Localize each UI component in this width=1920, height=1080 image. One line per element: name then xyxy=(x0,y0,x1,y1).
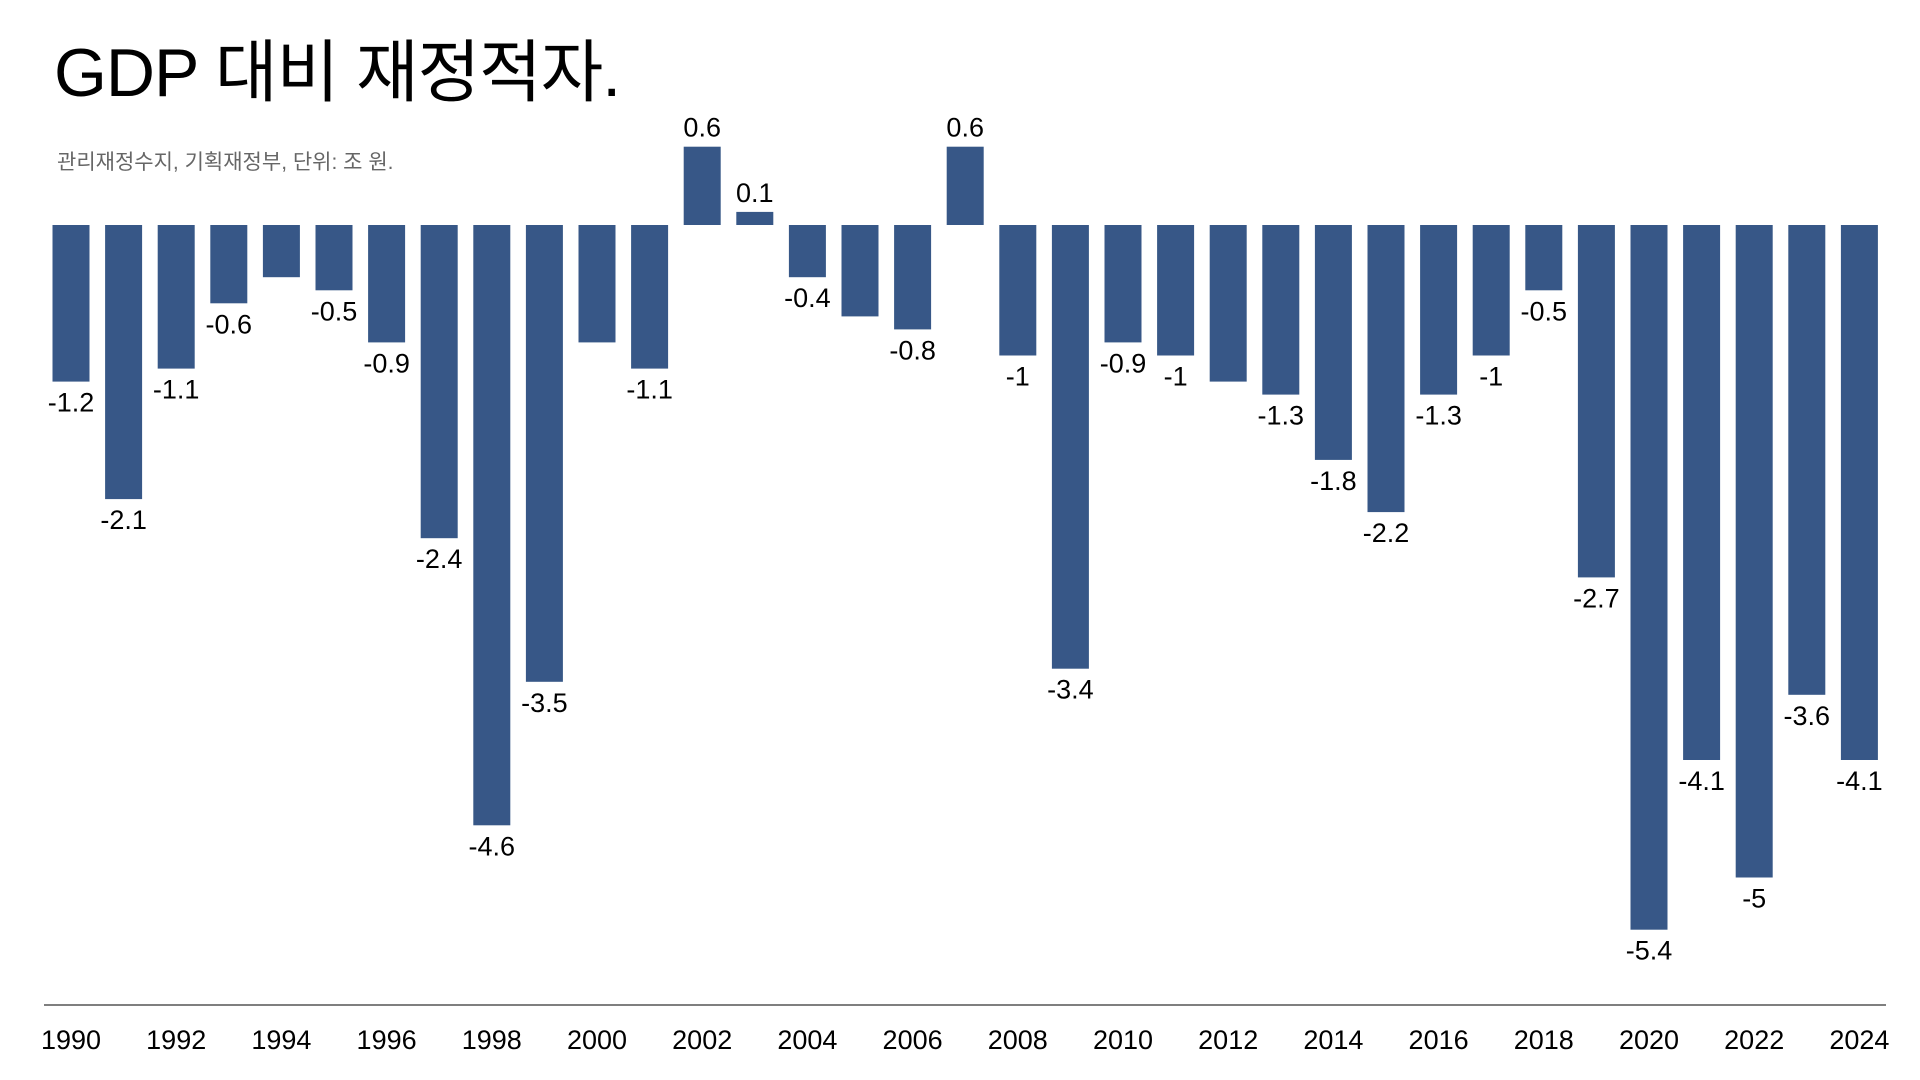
value-label-2017: -1 xyxy=(1479,362,1503,392)
value-label-2024: -4.1 xyxy=(1836,766,1883,796)
bar-2021 xyxy=(1683,225,1721,760)
value-label-2016: -1.3 xyxy=(1415,401,1462,431)
value-label-2009: -3.4 xyxy=(1047,675,1094,705)
value-label-2013: -1.3 xyxy=(1258,401,1305,431)
x-tick-2024: 2024 xyxy=(1829,1025,1889,1055)
x-tick-2012: 2012 xyxy=(1198,1025,1258,1055)
value-label-1996: -0.9 xyxy=(363,348,410,378)
value-label-2022: -5 xyxy=(1742,884,1766,914)
value-labels-group: -1.2-2.1-1.1-0.6 -0.5-0.9-2.4-4.6-3.5-1.1… xyxy=(48,113,1883,966)
bars-group xyxy=(52,146,1878,930)
value-label-2019: -2.7 xyxy=(1573,583,1620,613)
x-tick-2004: 2004 xyxy=(777,1025,837,1055)
value-label-1995: -0.5 xyxy=(311,296,358,326)
value-label-1992: -1.1 xyxy=(153,375,200,405)
bar-2003 xyxy=(736,211,774,225)
value-label-2004: -0.4 xyxy=(784,283,831,313)
value-label-1998: -4.6 xyxy=(469,831,516,861)
bar-2009 xyxy=(1051,225,1089,669)
x-tick-2018: 2018 xyxy=(1514,1025,1574,1055)
value-label-1991: -2.1 xyxy=(100,505,147,535)
x-tick-2016: 2016 xyxy=(1409,1025,1469,1055)
bar-1998 xyxy=(473,225,511,826)
bar-1990 xyxy=(52,225,90,382)
value-label-2023: -3.6 xyxy=(1784,701,1831,731)
value-label-2010: -0.9 xyxy=(1100,348,1147,378)
value-label-2011: -1 xyxy=(1164,362,1188,392)
bar-1992 xyxy=(157,225,195,369)
x-tick-1990: 1990 xyxy=(41,1025,101,1055)
bar-1997 xyxy=(420,225,458,539)
bar-2024 xyxy=(1840,225,1878,760)
x-tick-labels-group: 1990 1992 1994 1996 1998 2000 2002 2004 2006 2008… xyxy=(41,1025,1889,1055)
bar-2019 xyxy=(1577,225,1615,578)
bar-2013 xyxy=(1262,225,1300,395)
value-label-2002: 0.6 xyxy=(683,113,721,143)
x-tick-2010: 2010 xyxy=(1093,1025,1153,1055)
value-label-1999: -3.5 xyxy=(521,688,568,718)
chart-title: GDP 대비 재정적자. xyxy=(54,35,621,111)
x-tick-1998: 1998 xyxy=(462,1025,522,1055)
bar-2000 xyxy=(578,225,616,343)
value-label-2021: -4.1 xyxy=(1678,766,1725,796)
bar-1991 xyxy=(105,225,143,500)
bar-2018 xyxy=(1525,225,1563,291)
bar-2007 xyxy=(946,146,984,225)
value-label-1990: -1.2 xyxy=(48,388,95,418)
bar-2010 xyxy=(1104,225,1142,343)
value-label-2020: -5.4 xyxy=(1626,936,1673,966)
value-label-2006: -0.8 xyxy=(889,335,936,365)
bar-2017 xyxy=(1472,225,1510,356)
x-tick-1992: 1992 xyxy=(146,1025,206,1055)
value-label-1993: -0.6 xyxy=(206,309,253,339)
bar-1994 xyxy=(262,225,300,278)
x-tick-2008: 2008 xyxy=(988,1025,1048,1055)
x-tick-1994: 1994 xyxy=(251,1025,311,1055)
bar-2011 xyxy=(1157,225,1195,356)
bar-2014 xyxy=(1314,225,1352,460)
bar-2023 xyxy=(1788,225,1826,695)
bar-2004 xyxy=(788,225,826,278)
value-label-2014: -1.8 xyxy=(1310,466,1357,496)
value-label-2015: -2.2 xyxy=(1363,518,1410,548)
value-label-2018: -0.5 xyxy=(1521,296,1568,326)
value-label-2001: -1.1 xyxy=(626,375,673,405)
bar-2008 xyxy=(999,225,1037,356)
value-label-2003: 0.1 xyxy=(736,178,774,208)
value-label-1997: -2.4 xyxy=(416,544,463,574)
bar-2006 xyxy=(894,225,932,330)
bar-2022 xyxy=(1735,225,1773,878)
chart-subtitle: 관리재정수지, 기획재정부, 단위: 조 원. xyxy=(57,151,394,174)
x-tick-2002: 2002 xyxy=(672,1025,732,1055)
bar-1993 xyxy=(210,225,248,304)
value-label-2007: 0.6 xyxy=(946,113,984,143)
bar-1999 xyxy=(525,225,563,682)
x-tick-2014: 2014 xyxy=(1303,1025,1363,1055)
x-tick-2022: 2022 xyxy=(1724,1025,1784,1055)
x-tick-2006: 2006 xyxy=(883,1025,943,1055)
bar-2001 xyxy=(631,225,669,369)
x-tick-1996: 1996 xyxy=(357,1025,417,1055)
bar-2012 xyxy=(1209,225,1247,382)
bar-2002 xyxy=(683,146,721,225)
bar-2005 xyxy=(841,225,879,317)
bar-1995 xyxy=(315,225,353,291)
bar-2016 xyxy=(1420,225,1458,395)
bar-2020 xyxy=(1630,225,1668,930)
bar-1996 xyxy=(368,225,406,343)
x-tick-2000: 2000 xyxy=(567,1025,627,1055)
bar-2015 xyxy=(1367,225,1405,513)
value-label-2008: -1 xyxy=(1006,362,1030,392)
x-tick-2020: 2020 xyxy=(1619,1025,1679,1055)
